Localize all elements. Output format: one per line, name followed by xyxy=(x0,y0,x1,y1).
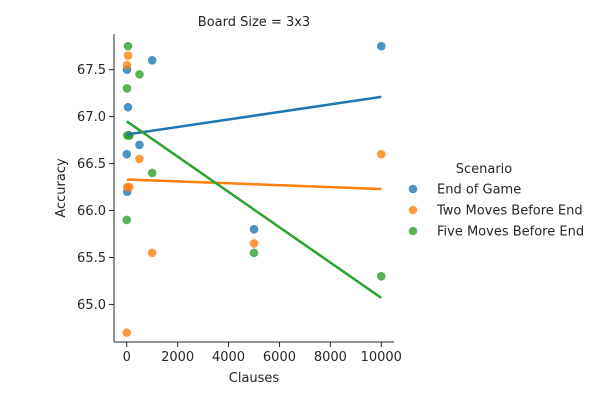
x-tick-label: 0 xyxy=(123,350,131,365)
data-point xyxy=(123,102,133,112)
x-tick-label: 10000 xyxy=(361,350,402,365)
y-tick-label: 66.5 xyxy=(77,157,106,172)
regression-line xyxy=(126,95,382,136)
data-point xyxy=(135,154,144,164)
data-point xyxy=(147,55,157,65)
x-axis-ticks: 0 2000 4000 6000 8000 10000 xyxy=(123,342,402,365)
legend-title: Scenario xyxy=(456,162,513,177)
legend-label: End of Game xyxy=(437,183,521,198)
data-point xyxy=(122,84,132,93)
data-point xyxy=(249,248,259,258)
data-point xyxy=(124,182,134,192)
y-axis-label: Accuracy xyxy=(54,158,69,218)
legend-marker xyxy=(408,205,418,215)
y-tick-label: 66.0 xyxy=(77,204,106,219)
data-point xyxy=(135,140,144,150)
data-point xyxy=(147,168,157,178)
x-tick-label: 2000 xyxy=(161,350,194,365)
y-tick-label: 67.0 xyxy=(77,110,106,125)
y-tick-label: 67.5 xyxy=(77,63,106,78)
data-point xyxy=(249,225,259,234)
chart-title: Board Size = 3x3 xyxy=(198,15,310,30)
x-tick-label: 4000 xyxy=(212,350,245,365)
data-point xyxy=(122,149,132,159)
legend-marker xyxy=(408,226,418,236)
data-point xyxy=(147,248,157,258)
data-point xyxy=(122,60,132,70)
data-point xyxy=(122,215,132,225)
y-tick-label: 65.5 xyxy=(77,251,106,266)
legend: Scenario End of Game Two Moves Before End… xyxy=(408,162,584,240)
data-point xyxy=(249,239,259,248)
data-point xyxy=(122,328,132,337)
plot-marks xyxy=(122,41,386,337)
data-point xyxy=(123,41,133,51)
data-point xyxy=(376,149,386,159)
fit-lines xyxy=(126,95,382,299)
data-point xyxy=(376,271,386,281)
y-axis-ticks: 65.0 65.5 66.0 66.5 67.0 67.5 xyxy=(77,63,114,313)
x-tick-label: 8000 xyxy=(314,350,347,365)
legend-label: Two Moves Before End xyxy=(436,204,583,219)
y-tick-label: 65.0 xyxy=(77,298,106,313)
legend-marker xyxy=(408,184,418,194)
x-tick-label: 6000 xyxy=(263,350,296,365)
regression-line xyxy=(126,178,382,191)
data-point xyxy=(135,70,144,79)
regression-line xyxy=(126,120,382,299)
x-axis-label: Clauses xyxy=(229,371,280,386)
data-point xyxy=(123,51,133,60)
legend-label: Five Moves Before End xyxy=(437,225,584,240)
data-point xyxy=(376,41,386,51)
